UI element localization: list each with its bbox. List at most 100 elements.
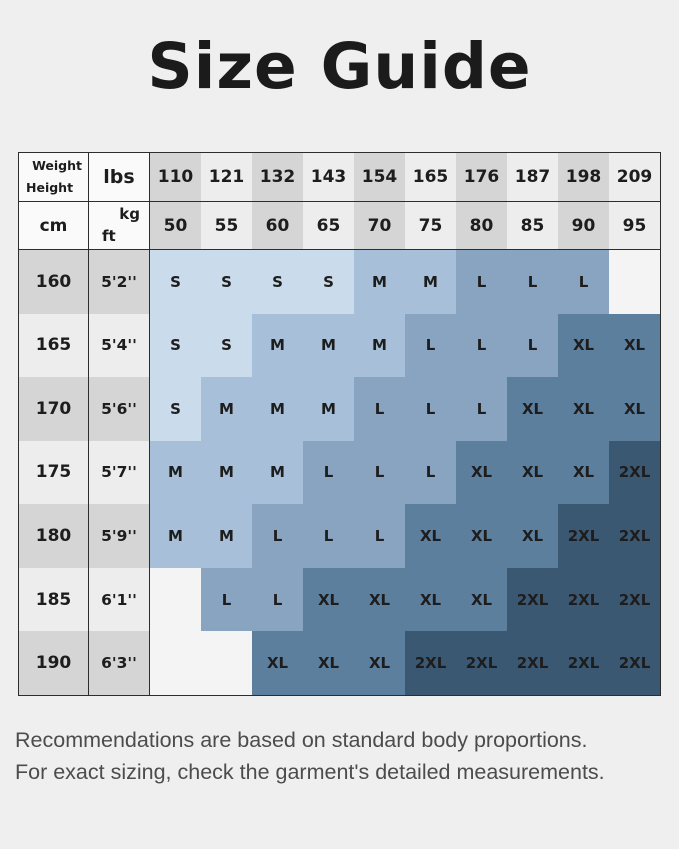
size-cell: M bbox=[354, 250, 405, 314]
weight-kg-header-cell: 60 bbox=[252, 202, 303, 250]
size-cell: M bbox=[354, 313, 405, 378]
size-cell: L bbox=[558, 250, 609, 314]
height-cm-cell: 180 bbox=[19, 504, 89, 568]
size-cell: M bbox=[252, 377, 303, 441]
unit-lbs-cell: lbs bbox=[89, 153, 150, 202]
size-cell: M bbox=[405, 250, 456, 314]
size-cell: L bbox=[456, 377, 507, 441]
height-cm-cell: 190 bbox=[19, 631, 89, 695]
corner-weight-label: Weight bbox=[32, 158, 82, 173]
size-cell: L bbox=[354, 377, 405, 441]
size-cell: L bbox=[456, 250, 507, 314]
weight-kg-header-cell: 65 bbox=[303, 202, 354, 250]
size-cell-empty bbox=[150, 567, 201, 632]
size-cell: L bbox=[507, 250, 558, 314]
size-cell: L bbox=[354, 504, 405, 568]
size-cell: 2XL bbox=[558, 567, 609, 632]
size-cell: 2XL bbox=[507, 567, 558, 632]
weight-lbs-header-cell: 132 bbox=[252, 153, 303, 202]
size-cell: 2XL bbox=[609, 504, 660, 568]
size-cell: 2XL bbox=[405, 631, 456, 695]
weight-kg-header-cell: 70 bbox=[354, 202, 405, 250]
weight-lbs-header-cell: 121 bbox=[201, 153, 252, 202]
weight-lbs-header-cell: 110 bbox=[150, 153, 201, 202]
size-cell: M bbox=[150, 440, 201, 505]
height-ft-cell: 5'4'' bbox=[89, 313, 150, 378]
size-cell: S bbox=[252, 250, 303, 314]
page-title: Size Guide bbox=[147, 30, 532, 103]
corner-weight-height-cell: Weight Height bbox=[19, 153, 89, 202]
size-cell: L bbox=[405, 377, 456, 441]
height-cm-cell: 165 bbox=[19, 313, 89, 378]
size-cell: M bbox=[150, 504, 201, 568]
size-cell: S bbox=[201, 313, 252, 378]
size-cell-empty bbox=[609, 250, 660, 314]
height-ft-cell: 6'1'' bbox=[89, 567, 150, 632]
size-cell: L bbox=[201, 567, 252, 632]
size-cell: L bbox=[354, 440, 405, 505]
height-ft-cell: 6'3'' bbox=[89, 631, 150, 695]
size-cell: XL bbox=[558, 377, 609, 441]
corner-height-label: Height bbox=[26, 180, 74, 195]
size-cell: M bbox=[201, 504, 252, 568]
weight-kg-header-cell: 85 bbox=[507, 202, 558, 250]
size-cell: L bbox=[405, 313, 456, 378]
size-cell: 2XL bbox=[609, 440, 660, 505]
weight-lbs-header-cell: 209 bbox=[609, 153, 660, 202]
weight-kg-header-cell: 95 bbox=[609, 202, 660, 250]
size-cell: 2XL bbox=[507, 631, 558, 695]
size-cell: L bbox=[303, 504, 354, 568]
weight-kg-header-cell: 80 bbox=[456, 202, 507, 250]
unit-kg-label: kg bbox=[119, 205, 140, 223]
size-cell-empty bbox=[201, 631, 252, 695]
height-ft-cell: 5'6'' bbox=[89, 377, 150, 441]
size-cell: M bbox=[303, 313, 354, 378]
size-cell: M bbox=[252, 440, 303, 505]
weight-lbs-header-cell: 187 bbox=[507, 153, 558, 202]
unit-ft-label: ft bbox=[102, 227, 116, 245]
size-cell: XL bbox=[303, 631, 354, 695]
size-cell: S bbox=[150, 250, 201, 314]
height-cm-cell: 185 bbox=[19, 567, 89, 632]
height-ft-cell: 5'9'' bbox=[89, 504, 150, 568]
size-cell: L bbox=[252, 567, 303, 632]
size-cell: M bbox=[201, 440, 252, 505]
height-cm-cell: 170 bbox=[19, 377, 89, 441]
size-cell: XL bbox=[507, 377, 558, 441]
footer-note: Recommendations are based on standard bo… bbox=[15, 724, 671, 788]
size-cell: M bbox=[303, 377, 354, 441]
footer-line-2: For exact sizing, check the garment's de… bbox=[15, 760, 605, 784]
size-cell: S bbox=[201, 250, 252, 314]
height-cm-cell: 160 bbox=[19, 250, 89, 314]
size-cell: L bbox=[507, 313, 558, 378]
footer-line-1: Recommendations are based on standard bo… bbox=[15, 728, 588, 752]
size-cell: XL bbox=[252, 631, 303, 695]
size-cell: S bbox=[150, 313, 201, 378]
height-ft-cell: 5'2'' bbox=[89, 250, 150, 314]
size-cell: L bbox=[456, 313, 507, 378]
size-cell: XL bbox=[405, 567, 456, 632]
size-cell: 2XL bbox=[558, 631, 609, 695]
size-cell: 2XL bbox=[456, 631, 507, 695]
size-cell: M bbox=[252, 313, 303, 378]
height-ft-cell: 5'7'' bbox=[89, 440, 150, 505]
weight-kg-header-cell: 55 bbox=[201, 202, 252, 250]
size-cell: XL bbox=[456, 440, 507, 505]
weight-lbs-header-cell: 165 bbox=[405, 153, 456, 202]
size-cell: XL bbox=[609, 377, 660, 441]
size-cell: XL bbox=[354, 631, 405, 695]
weight-lbs-header-cell: 143 bbox=[303, 153, 354, 202]
size-cell: S bbox=[150, 377, 201, 441]
size-cell: XL bbox=[507, 440, 558, 505]
size-cell: L bbox=[303, 440, 354, 505]
height-cm-cell: 175 bbox=[19, 440, 89, 505]
size-cell: L bbox=[405, 440, 456, 505]
size-cell-empty bbox=[150, 631, 201, 695]
size-cell: XL bbox=[456, 567, 507, 632]
size-cell: 2XL bbox=[609, 567, 660, 632]
size-cell: XL bbox=[609, 313, 660, 378]
size-cell: XL bbox=[456, 504, 507, 568]
size-cell: XL bbox=[303, 567, 354, 632]
size-cell: XL bbox=[558, 440, 609, 505]
